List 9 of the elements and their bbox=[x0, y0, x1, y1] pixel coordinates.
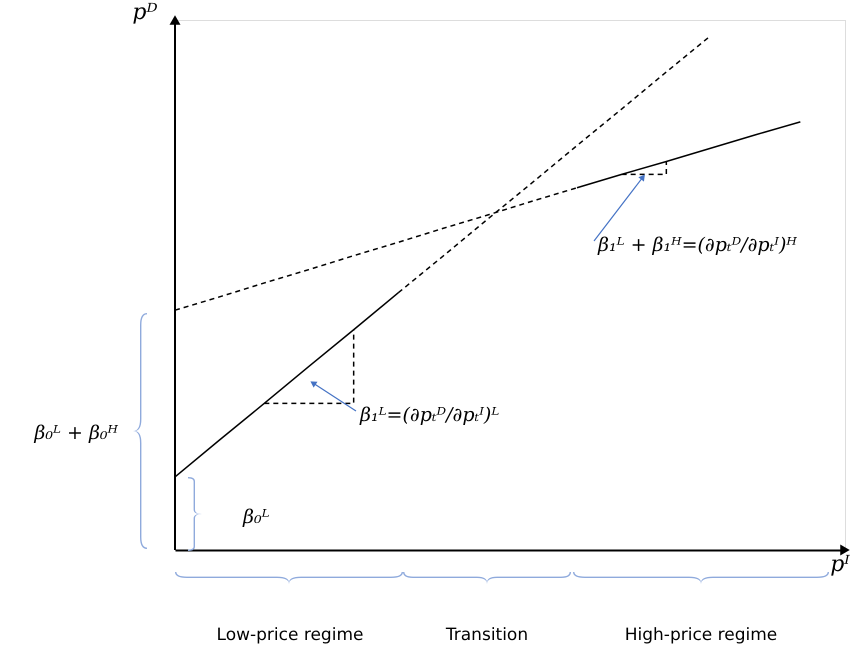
annotation: β₀ᴸ bbox=[242, 506, 270, 528]
text: Transition bbox=[444, 625, 528, 645]
text: β₀ᴸ + β₀ᴴ bbox=[33, 422, 119, 444]
text: Low-price regime bbox=[216, 625, 364, 645]
annotation: β₁ᴸ + β₁ᴴ=(∂pₜᴰ/∂pₜᴵ)ᴴ bbox=[597, 234, 798, 256]
y-axis-title: pᴰ bbox=[132, 0, 158, 25]
text: High-price regime bbox=[624, 625, 778, 645]
x-axis-title: pᴵ bbox=[830, 552, 850, 577]
annotation: β₁ᴸ=(∂pₜᴰ/∂pₜᴵ)ᴸ bbox=[359, 404, 500, 426]
